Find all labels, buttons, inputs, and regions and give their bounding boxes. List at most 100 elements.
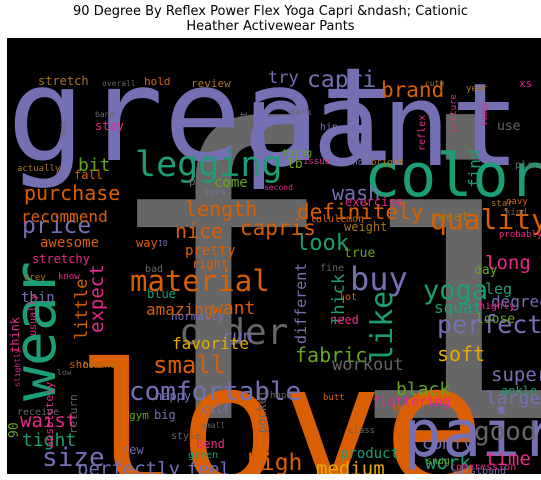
word-workout: workout — [332, 355, 404, 375]
word-great: great — [7, 39, 398, 191]
word-green: green — [188, 450, 218, 461]
word-perfect: perfect — [437, 310, 541, 339]
word-brand: brand — [381, 78, 444, 102]
title-line-2: Heather Activewear Pants — [186, 19, 355, 34]
word-work: work — [425, 452, 471, 474]
figure-title: 90 Degree By Reflex Power Flex Yoga Capr… — [0, 4, 541, 34]
word-new: new — [122, 443, 144, 457]
word-bad: bad — [145, 264, 163, 275]
word-pull: pull — [189, 175, 216, 188]
word-wash: wash — [332, 181, 380, 205]
word-amazing: amazing — [146, 300, 213, 319]
word-fabric: fabric — [295, 343, 367, 367]
word-love: love — [76, 328, 485, 474]
word-try: try — [268, 68, 299, 88]
word-10: 10 — [158, 239, 168, 248]
word-hip: hip — [320, 122, 338, 133]
word-return: return — [67, 394, 80, 434]
word-happy: happy — [155, 389, 191, 403]
word-soft: soft — [437, 342, 485, 366]
word-long: long — [485, 252, 531, 274]
word-place: place — [515, 160, 541, 171]
word-right: right — [192, 257, 228, 271]
word-recommend: recommend — [21, 207, 108, 226]
word-want: want — [212, 298, 255, 319]
word-stretchy: stretchy — [32, 252, 90, 266]
word-small: small — [153, 351, 225, 379]
word-short: short — [69, 358, 102, 371]
word-size: size — [42, 443, 105, 473]
word-slightly: slightly — [13, 348, 22, 387]
word-definitely: definitely — [297, 200, 423, 224]
word-lot: lot — [339, 292, 357, 303]
word-absolutely: absolutely — [43, 381, 56, 448]
word-degree: degree — [491, 292, 541, 311]
word-compression: compression — [450, 462, 516, 473]
word-expect: expect — [86, 264, 108, 333]
word-order: order — [180, 312, 288, 353]
word-comfortable: comfortable — [129, 377, 301, 407]
word-ankle: ankle — [501, 384, 537, 398]
word-hold: hold — [144, 75, 171, 88]
word-exercise: exercise — [345, 195, 403, 209]
word-gym: gym — [129, 409, 149, 422]
word-quality: quality — [430, 203, 541, 236]
word-thin: thin — [21, 290, 55, 306]
word-product: product — [340, 446, 399, 462]
word-need: need — [330, 313, 359, 327]
word-find: find — [465, 149, 484, 188]
word-different: different — [292, 263, 310, 344]
word-fall: fall — [74, 168, 103, 182]
word-navy: navy — [506, 197, 528, 207]
word-leg: leg — [485, 280, 512, 298]
word-come: come — [214, 175, 248, 191]
word-fit: fit — [99, 48, 541, 474]
title-line-1: 90 Degree By Reflex Power Flex Yoga Capr… — [73, 4, 468, 19]
word-cloud-background — [7, 38, 541, 474]
word-bright: bright — [371, 158, 404, 168]
word-medium: medium — [316, 458, 385, 474]
word-legging: legging — [135, 145, 283, 185]
word-cute: cute — [425, 79, 444, 88]
word-thigh: thigh — [392, 404, 419, 414]
word-small: small — [201, 421, 225, 430]
word-buy: buy — [350, 260, 408, 298]
word-light: light — [239, 111, 250, 141]
word-look: look — [296, 231, 349, 256]
word-large: large — [486, 388, 540, 409]
word-price: price — [22, 213, 91, 239]
word-know: know — [58, 272, 80, 282]
word-perfectly: perfectly — [77, 458, 180, 474]
word-butt: butt — [323, 393, 345, 403]
word-use: use — [497, 119, 521, 134]
word-heather: heather — [83, 361, 122, 371]
word-capri: capri — [307, 67, 376, 93]
word-black: black — [396, 379, 450, 400]
word-actually: actually — [17, 164, 61, 174]
word-sure: sure — [204, 188, 226, 198]
word-tight: tight — [22, 430, 76, 451]
word-wear: wear — [7, 261, 69, 401]
word-favorite: favorite — [172, 334, 249, 353]
word-tummy: tummy — [480, 102, 489, 126]
word-thick: thick — [329, 274, 349, 325]
word-style: style — [171, 431, 201, 442]
word-purchase: purchase — [24, 181, 120, 205]
word-probably: probably — [499, 230, 541, 240]
word-pant: pant — [243, 59, 520, 193]
word-second: second — [264, 183, 293, 192]
word-bit: bit — [78, 155, 111, 176]
word-comfy: comfy — [422, 434, 473, 454]
word-high: high — [247, 450, 302, 474]
word-nice: nice — [175, 219, 223, 243]
word-hot: hot — [59, 121, 68, 136]
word-highly: highly — [479, 301, 515, 312]
word-grey: grey — [24, 273, 46, 283]
word-waist: waist — [20, 410, 77, 432]
word-stretch: stretch — [38, 74, 89, 88]
word-pocket: pocket — [255, 390, 269, 433]
word-band: band — [95, 110, 114, 119]
word-class: class — [348, 426, 375, 436]
